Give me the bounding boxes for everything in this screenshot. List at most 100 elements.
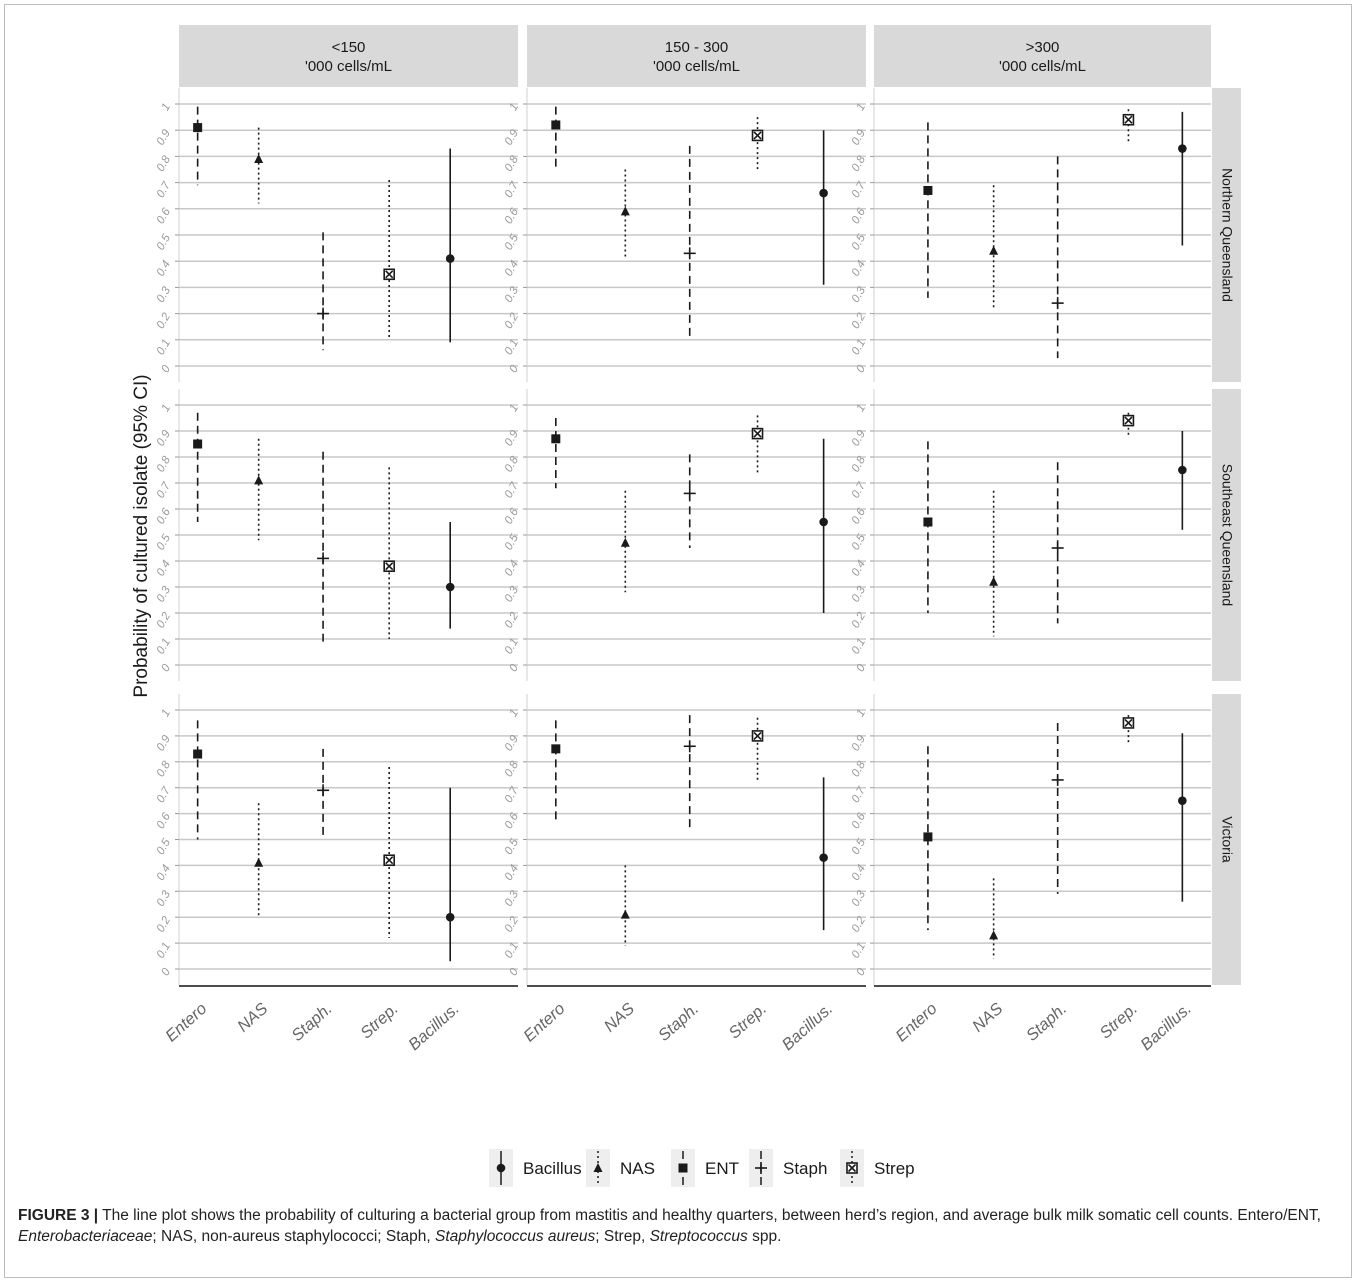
y-tick-label: 0.2 (155, 311, 174, 331)
y-tick-label: 0 (854, 966, 868, 978)
point-marker-bac (1178, 465, 1187, 475)
panel-r1-c2: 00.10.20.30.40.50.60.70.80.91 (850, 389, 1211, 681)
figure-frame (4, 4, 1352, 1278)
point-marker-nas (620, 537, 630, 547)
x-tick-label: NAS (601, 1000, 638, 1036)
y-tick-label: 1 (507, 102, 521, 114)
point-marker-strep (751, 427, 764, 440)
y-tick-label: 0.1 (155, 637, 173, 657)
point-marker-staph (317, 307, 330, 320)
panel-r0-c1: 00.10.20.30.40.50.60.70.80.91 (503, 88, 866, 382)
point-marker-ent (551, 434, 561, 444)
point-marker-nas (620, 909, 630, 919)
point-marker-ent (923, 185, 933, 195)
row-strip-0 (1212, 88, 1241, 382)
row-strip-1 (1212, 389, 1241, 681)
y-tick-label: 0.4 (155, 559, 173, 579)
point-marker-bac (819, 188, 828, 198)
y-tick-label: 0.8 (155, 153, 174, 173)
panel-r2-c1: 00.10.20.30.40.50.60.70.80.91 (503, 694, 866, 985)
x-tick-label: NAS (969, 1000, 1006, 1036)
y-tick-label: 0.5 (155, 836, 174, 856)
y-tick-label: 0.7 (155, 180, 174, 200)
point-marker-strep (751, 129, 764, 142)
point-marker-ent (193, 123, 203, 133)
y-tick-label: 1 (159, 403, 173, 415)
x-tick-label: Entero (520, 1000, 568, 1046)
x-tick-label: Entero (892, 1000, 940, 1046)
caption-body: The line plot shows the probability of c… (18, 1207, 1321, 1245)
legend-label: Staph (783, 1159, 827, 1178)
x-tick-label: Entero (162, 1000, 210, 1046)
caption-text-3: Staphylococcus aureus (435, 1228, 596, 1245)
y-tick-label: 1 (854, 708, 868, 720)
y-tick-label: 0.5 (155, 532, 174, 552)
y-tick-label: 0.5 (155, 232, 174, 252)
panel-r1-c1: 00.10.20.30.40.50.60.70.80.91 (503, 389, 866, 681)
column-strip-2 (874, 25, 1211, 87)
caption-text-5: Streptococcus (649, 1228, 748, 1245)
point-marker-staph (1051, 542, 1064, 554)
column-strip-label-0: <150 (332, 39, 366, 56)
x-tick-label: Bacillus. (405, 1000, 463, 1054)
legend-marker-nas (593, 1163, 603, 1172)
point-marker-staph (1051, 773, 1064, 786)
point-marker-strep (383, 854, 395, 867)
legend-item-ent: ENT (671, 1149, 739, 1187)
y-tick-label: 0.9 (155, 428, 174, 448)
point-marker-strep (383, 560, 395, 573)
row-strip-label-2: Victoria (1219, 816, 1235, 863)
caption-text-0: The line plot shows the probability of c… (98, 1207, 1321, 1224)
y-tick-label: 0 (507, 662, 521, 674)
y-tick-label: 1 (854, 403, 868, 415)
point-marker-staph (683, 487, 696, 500)
point-marker-strep-d2 (1124, 115, 1133, 124)
row-strip-2 (1212, 694, 1241, 985)
point-marker-strep (1122, 113, 1135, 126)
caption-text-4: ; Strep, (595, 1228, 650, 1245)
y-tick-label: 0.8 (155, 759, 174, 779)
point-marker-staph (683, 740, 696, 753)
y-tick-label: 0 (159, 363, 173, 375)
y-tick-label: 0.9 (155, 127, 174, 147)
caption-text-6: spp. (747, 1228, 782, 1245)
caption-text-2: ; NAS, non-aureus staphylococci; Staph, (152, 1228, 436, 1245)
column-strip-label-1: 150 - 300 (665, 39, 728, 56)
column-strip-0 (179, 25, 518, 87)
legend-marker-staph (755, 1162, 767, 1174)
panel-r2-c0: 0 0.1 0.2 0.3 0.4 0.5 0.6 0.7 0.8 0.9 1 (155, 694, 518, 985)
point-marker-ent (923, 517, 933, 527)
x-tick-label: Bacillus. (1137, 1000, 1195, 1054)
column-strip-label-1: '000 cells/mL (653, 58, 740, 75)
panel-r1-c0: 0 0.1 0.2 0.3 0.4 0.5 0.6 0.7 0.8 0.9 1 (155, 389, 518, 681)
legend-label: ENT (705, 1159, 739, 1178)
row-strip-label-1: Southeast Queensland (1219, 464, 1235, 606)
y-tick-label: 0 (854, 662, 868, 674)
point-marker-bac (819, 517, 828, 527)
x-tick-label: Strep. (357, 1000, 402, 1043)
y-tick-label: 0.6 (155, 811, 174, 831)
y-tick-label: 1 (159, 102, 173, 114)
y-tick-label: 0.4 (155, 863, 173, 883)
y-axis-title: Probability of cultured isolate (95% CI) (131, 374, 152, 697)
legend-item-nas: NAS (586, 1149, 655, 1187)
x-tick-label: Staph. (1023, 1000, 1071, 1045)
point-marker-ent (923, 832, 933, 842)
y-tick-label: 0.2 (155, 914, 174, 934)
point-marker-staph (317, 552, 330, 565)
legend-marker-strep (846, 1162, 858, 1174)
y-tick-label: 0.3 (155, 284, 174, 304)
point-marker-strep (383, 268, 395, 281)
point-marker-staph (683, 247, 696, 260)
point-marker-strep (1122, 717, 1135, 729)
y-tick-label: 0.6 (155, 506, 174, 526)
y-tick-label: 0.8 (155, 454, 174, 474)
x-tick-label: Strep. (1096, 1000, 1141, 1043)
x-tick-label: Bacillus. (779, 1000, 837, 1054)
y-tick-label: 0 (507, 363, 521, 375)
point-marker-nas (989, 930, 999, 940)
legend-label: NAS (620, 1159, 655, 1178)
y-tick-label: 0.2 (155, 610, 174, 630)
y-tick-label: 0.1 (155, 941, 173, 961)
y-tick-label: 0 (159, 966, 173, 978)
